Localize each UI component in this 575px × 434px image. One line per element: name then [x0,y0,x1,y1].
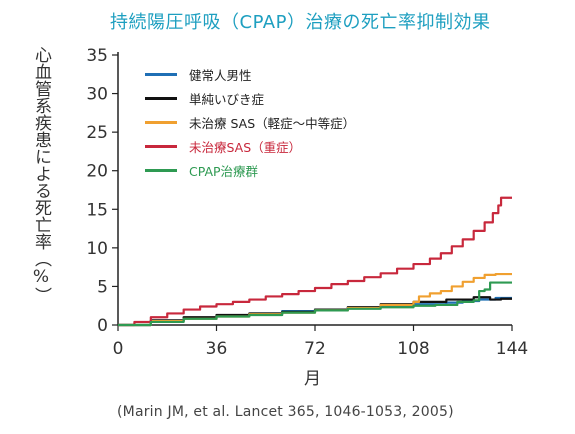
y-tick-label: 5 [97,277,108,297]
y-tick-label: 0 [97,316,108,336]
y-tick-label: 35 [86,46,108,66]
legend-item: 未治療 SAS（軽症〜中等症） [145,110,355,134]
y-tick-label: 10 [86,239,108,259]
x-tick-label: 108 [397,339,429,359]
x-tick-label: 144 [496,339,528,359]
y-tick-label: 25 [86,123,108,143]
x-tick-label: 0 [113,339,124,359]
y-tick-label: 30 [86,85,108,105]
legend-label: 単純いびき症 [189,91,265,107]
legend-label: CPAP治療群 [189,163,259,179]
y-axis-label: 心血管系疾患による死亡率（%） [31,46,51,304]
series-line-5 [118,281,512,327]
legend-item: 健常人男性 [145,62,355,86]
chart-title: 持続陽圧呼吸（CPAP）治療の死亡率抑制効果 [110,12,491,33]
x-axis-label: 月 [304,369,321,389]
x-tick-label: 72 [304,339,326,359]
x-tick-label: 36 [206,339,228,359]
series-line-4 [118,196,512,327]
legend-label: 健常人男性 [189,67,252,83]
legend-swatch [145,120,177,124]
legend-swatch [145,144,177,148]
legend-item: CPAP治療群 [145,158,355,182]
legend-swatch [145,168,177,172]
legend-item: 未治療SAS（重症） [145,134,355,158]
legend-swatch [145,96,177,100]
legend-label: 未治療SAS（重症） [189,139,302,155]
citation: (Marin JM, et al. Lancet 365, 1046-1053,… [117,404,454,420]
legend-item: 単純いびき症 [145,86,355,110]
legend-swatch [145,72,177,76]
y-tick-label: 15 [86,200,108,220]
legend-label: 未治療 SAS（軽症〜中等症） [189,115,356,131]
legend: 健常人男性単純いびき症未治療 SAS（軽症〜中等症） 未治療SAS（重症） CPAP… [145,62,355,182]
y-tick-label: 20 [86,162,108,182]
